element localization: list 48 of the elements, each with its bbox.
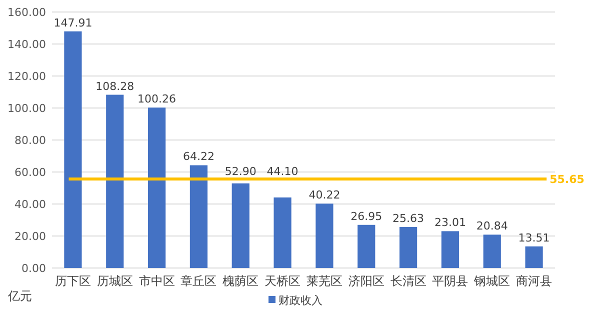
bar <box>148 108 166 268</box>
data-label: 108.28 <box>96 80 134 93</box>
data-label: 26.95 <box>350 210 382 223</box>
data-label: 100.26 <box>138 92 176 106</box>
y-tick-label: 20.00 <box>14 230 46 243</box>
data-label: 52.90 <box>224 164 256 178</box>
bar <box>274 197 292 268</box>
x-tick-label: 天桥区 <box>264 274 301 288</box>
x-tick-label: 历下区 <box>54 274 91 288</box>
y-tick-label: 60.00 <box>14 166 46 179</box>
x-tick-label: 章丘区 <box>180 274 217 288</box>
data-label: 44.10 <box>266 164 298 178</box>
data-label: 40.22 <box>308 188 340 202</box>
bar <box>316 204 334 268</box>
bar <box>190 165 208 268</box>
x-tick-label: 历城区 <box>96 274 133 288</box>
x-tick-label: 济阳区 <box>348 274 384 288</box>
y-tick-label: 0.00 <box>22 262 46 275</box>
bar <box>399 226 418 268</box>
data-label: 64.22 <box>182 150 214 164</box>
bar <box>64 31 82 268</box>
data-label: 13.51 <box>518 231 550 244</box>
x-tick-label: 平阴县 <box>432 274 468 288</box>
bar <box>525 246 543 268</box>
bar <box>232 183 250 268</box>
data-label: 147.91 <box>54 16 92 30</box>
legend-label: 财政收入 <box>278 294 322 307</box>
y-tick-label: 100.00 <box>8 102 46 115</box>
bar <box>106 94 124 268</box>
data-label: 20.84 <box>476 220 508 233</box>
data-label: 25.63 <box>392 212 424 225</box>
y-tick-label: 120.00 <box>8 70 46 83</box>
y-axis-title: 亿元 <box>7 289 32 303</box>
y-tick-label: 160.00 <box>8 6 46 19</box>
bar <box>483 234 501 268</box>
bar <box>441 231 460 268</box>
y-tick-label: 140.00 <box>8 38 46 51</box>
x-tick-label: 商河县 <box>516 274 552 288</box>
bar <box>358 224 376 268</box>
x-tick-label: 槐荫区 <box>222 274 259 288</box>
y-tick-label: 80.00 <box>14 134 46 147</box>
y-tick-label: 40.00 <box>14 198 46 211</box>
data-label: 23.01 <box>434 216 466 230</box>
x-tick-label: 钢城区 <box>473 274 510 288</box>
x-tick-label: 市中区 <box>138 274 175 288</box>
ref-line-label: 55.65 <box>550 172 584 186</box>
x-tick-label: 长清区 <box>390 274 426 288</box>
x-tick-label: 莱芜区 <box>306 274 342 288</box>
